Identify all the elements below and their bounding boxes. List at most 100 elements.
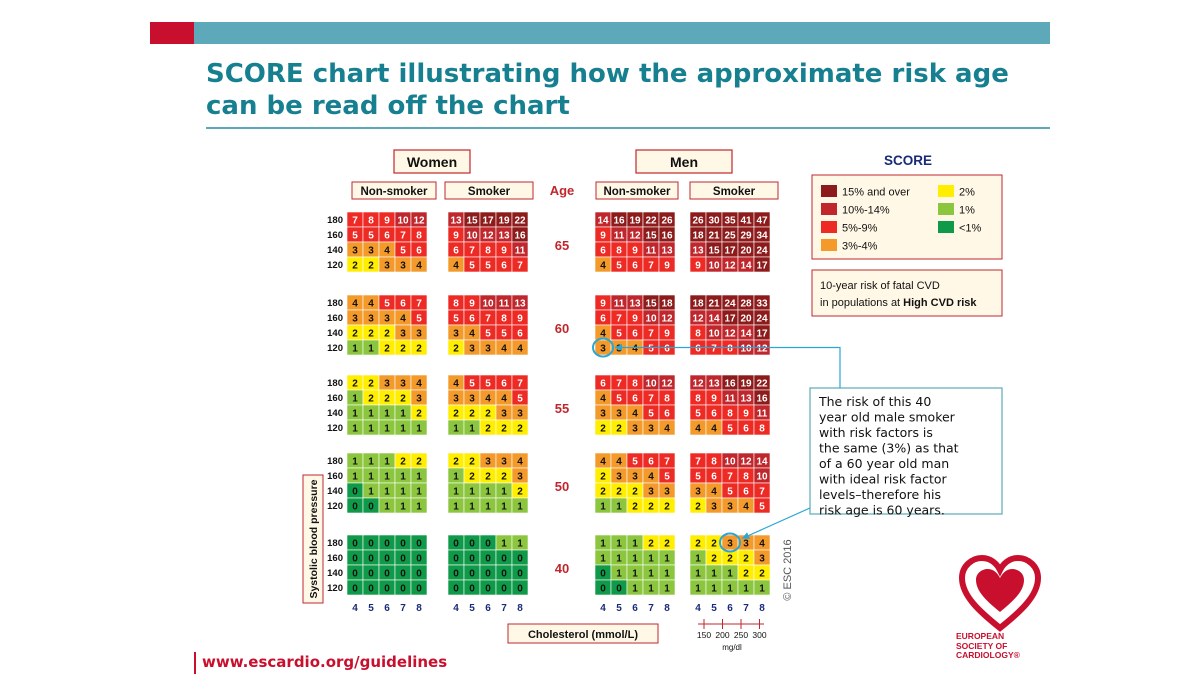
risk-cell-value: 22 <box>514 216 526 227</box>
risk-cell-value: 9 <box>469 299 475 310</box>
risk-cell-value: 6 <box>632 261 638 272</box>
risk-cell-value: 1 <box>648 569 654 580</box>
risk-cell-value: 21 <box>708 231 720 242</box>
risk-cell-value: 2 <box>352 329 358 340</box>
legend-swatch <box>938 221 954 233</box>
risk-cell-value: 0 <box>501 569 507 580</box>
risk-cell-value: 3 <box>400 379 406 390</box>
sbp-tick-label: 160 <box>327 553 343 564</box>
risk-cell-value: 0 <box>453 554 459 565</box>
risk-cell-value: 3 <box>616 409 622 420</box>
risk-cell-value: 9 <box>711 394 717 405</box>
annotation-line: with ideal risk factor <box>819 472 948 487</box>
risk-cell-value: 8 <box>727 344 733 355</box>
risk-cell-value: 3 <box>616 344 622 355</box>
risk-cell-value: 6 <box>711 472 717 483</box>
risk-cell-value: 26 <box>692 216 704 227</box>
risk-cell-value: 5 <box>517 394 523 405</box>
risk-cell-value: 1 <box>368 457 374 468</box>
risk-cell-value: 0 <box>501 584 507 595</box>
risk-cell-value: 0 <box>352 502 358 513</box>
risk-cell-value: 9 <box>600 299 606 310</box>
risk-cell-value: 14 <box>597 216 609 227</box>
risk-cell-value: 10 <box>708 261 720 272</box>
risk-cell-value: 3 <box>743 539 749 550</box>
risk-cell-value: 6 <box>600 379 606 390</box>
sbp-tick-label: 120 <box>327 583 343 594</box>
risk-cell-value: 35 <box>724 216 736 227</box>
risk-cell-value: 2 <box>743 569 749 580</box>
risk-cell-value: 14 <box>740 261 752 272</box>
cholesterol-tick-label: 8 <box>517 603 523 614</box>
risk-cell-value: 1 <box>384 409 390 420</box>
risk-cell-value: 8 <box>695 394 701 405</box>
risk-cell-value: 8 <box>368 216 374 227</box>
risk-cell <box>511 497 529 514</box>
risk-cell-value: 0 <box>517 569 523 580</box>
sex-header-women: Women <box>407 154 457 170</box>
age-label: 40 <box>555 561 569 576</box>
top-bar-red <box>150 22 194 44</box>
risk-cell <box>753 579 771 596</box>
sex-header-men: Men <box>670 154 698 170</box>
risk-cell-value: 34 <box>756 231 768 242</box>
risk-cell-value: 6 <box>517 329 523 340</box>
risk-cell-value: 8 <box>632 379 638 390</box>
sex-header-box-women <box>393 149 471 174</box>
slide-title: SCORE chart illustrating how the approxi… <box>206 59 1009 121</box>
legend-swatch <box>821 185 837 197</box>
age-label: 55 <box>555 401 569 416</box>
risk-cell-value: 9 <box>384 216 390 227</box>
risk-cell-value: 5 <box>727 487 733 498</box>
risk-cell-value: 4 <box>368 299 374 310</box>
legend-label: 3%-4% <box>842 241 878 253</box>
annotation-line: year old male smoker <box>819 410 956 425</box>
risk-cell-value: 7 <box>727 472 733 483</box>
risk-cell-value: 1 <box>664 569 670 580</box>
risk-cell-value: 1 <box>368 424 374 435</box>
risk-cell-value: 22 <box>756 379 768 390</box>
risk-cell-value: 5 <box>416 314 422 325</box>
annotation-line: the same (3%) as that <box>819 441 959 456</box>
risk-cell-value: 1 <box>600 554 606 565</box>
risk-cell-value: 41 <box>740 216 752 227</box>
risk-cell-value: 19 <box>498 216 510 227</box>
sbp-tick-label: 140 <box>327 568 343 579</box>
mgdl-tick-label: 250 <box>734 630 748 640</box>
cholesterol-tick-label: 7 <box>400 603 406 614</box>
risk-cell-value: 16 <box>724 379 736 390</box>
risk-cell-value: 2 <box>453 457 459 468</box>
risk-cell-value: 0 <box>517 554 523 565</box>
risk-cell-value: 1 <box>453 502 459 513</box>
sbp-tick-label: 180 <box>327 298 343 309</box>
risk-cell-value: 10 <box>740 344 752 355</box>
cholesterol-tick-label: 5 <box>368 603 374 614</box>
risk-cell-value: 0 <box>384 539 390 550</box>
risk-cell-value: 6 <box>743 424 749 435</box>
risk-cell-value: 1 <box>368 409 374 420</box>
risk-cell-value: 4 <box>517 344 523 355</box>
risk-cell-value: 2 <box>695 502 701 513</box>
y-axis-label: Systolic blood pressure <box>308 479 320 598</box>
risk-cell-value: 2 <box>384 344 390 355</box>
risk-cell <box>753 419 771 436</box>
footer-url[interactable]: www.escardio.org/guidelines <box>202 653 448 671</box>
risk-cell-value: 8 <box>695 329 701 340</box>
annotation-text: The risk of this 40 year old male smoker w… <box>818 394 959 518</box>
risk-cell-value: 0 <box>368 584 374 595</box>
risk-cell-value: 0 <box>416 584 422 595</box>
logo-line-1: EUROPEAN <box>956 631 1005 641</box>
risk-cell-value: 14 <box>708 314 720 325</box>
risk-cell-value: 8 <box>759 424 765 435</box>
legend-label: 10%-14% <box>842 205 890 217</box>
esc-heart-logo <box>958 554 1042 632</box>
risk-cell-value: 1 <box>400 487 406 498</box>
risk-cell-value: 1 <box>352 394 358 405</box>
risk-cell-value: 16 <box>661 231 673 242</box>
risk-cell-value: 9 <box>600 231 606 242</box>
risk-cell-value: 2 <box>416 457 422 468</box>
risk-cell-value: 0 <box>368 554 374 565</box>
sbp-tick-label: 140 <box>327 245 343 256</box>
risk-cell-value: 5 <box>632 457 638 468</box>
risk-cell-value: 24 <box>756 314 768 325</box>
